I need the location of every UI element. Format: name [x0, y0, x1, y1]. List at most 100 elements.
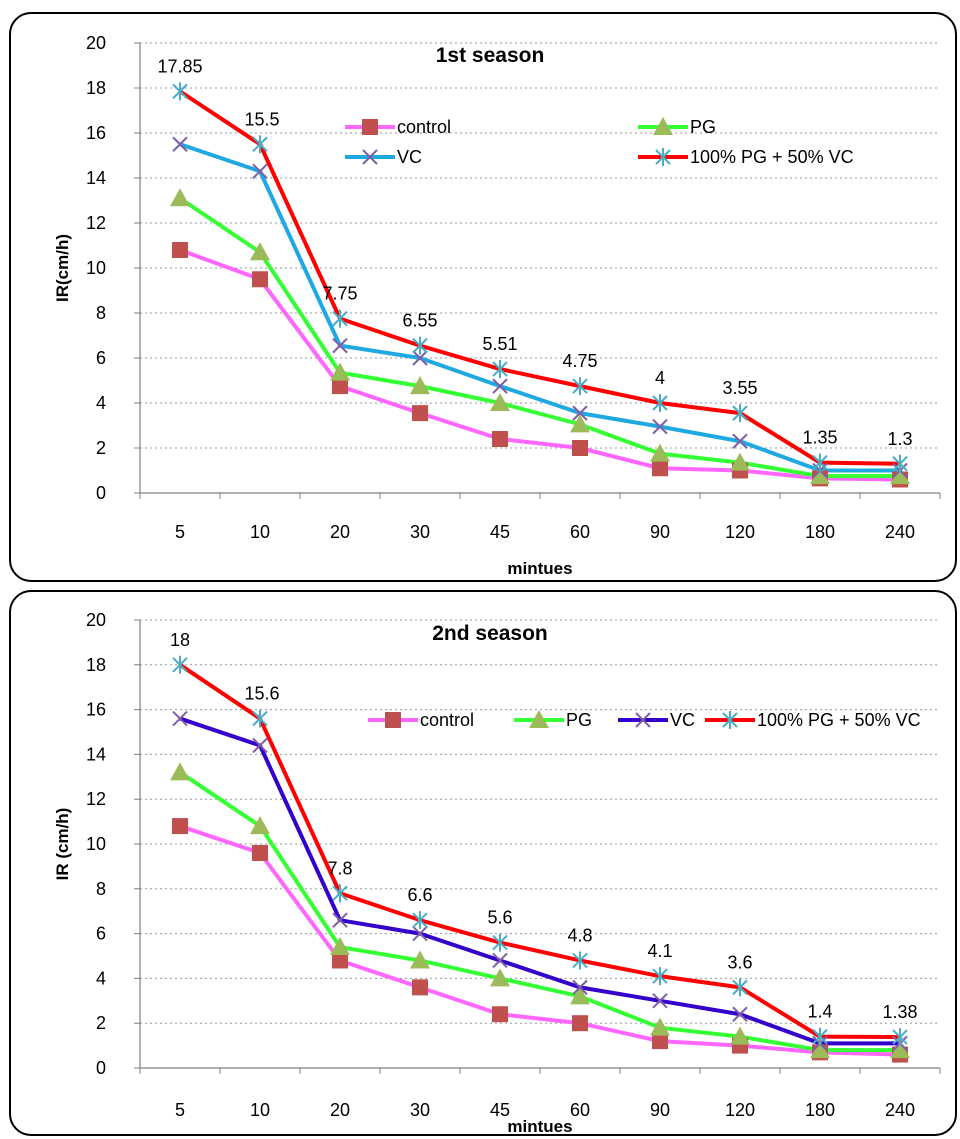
x-tick-label: 30 [410, 522, 430, 542]
series-line-control [179, 248, 901, 482]
data-point-mix [332, 884, 348, 903]
data-label: 5.6 [487, 908, 512, 928]
x-axis-title: mintues [507, 1117, 572, 1136]
data-label: 18 [170, 630, 190, 650]
y-tick-label: 14 [86, 744, 106, 764]
x-tick-label: 20 [330, 1100, 350, 1120]
data-point-vc [652, 993, 668, 1009]
series-line-mix [178, 89, 901, 466]
data-label: 3.6 [727, 952, 752, 972]
data-point-pg [170, 762, 190, 781]
legend-label-mix: 100% PG + 50% VC [690, 147, 854, 167]
y-tick-label: 4 [96, 968, 106, 988]
x-tick-label: 120 [725, 522, 755, 542]
series-line-pg [178, 770, 900, 1053]
legend-label-control: control [397, 117, 451, 137]
data-point-vc [572, 979, 588, 996]
y-tick-label: 10 [86, 258, 106, 278]
data-label: 17.85 [157, 56, 202, 76]
x-tick-label: 90 [650, 522, 670, 542]
x-tick-label: 240 [885, 1100, 915, 1120]
data-point-mix [812, 1027, 828, 1046]
data-point-mix [652, 394, 668, 412]
data-point-control [652, 460, 668, 477]
data-point-pg [730, 1026, 750, 1045]
y-tick-label: 2 [96, 1013, 106, 1033]
data-point-pg [570, 414, 590, 433]
x-tick-label: 120 [725, 1100, 755, 1120]
data-point-mix [572, 951, 588, 970]
chart-1: 0 2 4 6 8 10 12 14 16 18 20 5 10 20 30 45 60 90 120 180 240 1… [53, 33, 941, 578]
data-point-mix [892, 1028, 908, 1047]
data-point-pg [810, 1040, 830, 1059]
data-point-vc [732, 1006, 748, 1022]
x-tick-label: 240 [885, 522, 915, 542]
data-label: 1.3 [887, 429, 912, 449]
data-point-control [412, 405, 428, 422]
x-tick-label: 60 [570, 522, 590, 542]
data-label: 4 [655, 368, 665, 388]
data-point-pg [410, 950, 430, 969]
data-point-mix [892, 454, 908, 473]
data-point-pg [330, 937, 350, 956]
series-line-vc [179, 716, 900, 1046]
data-point-vc [252, 163, 268, 179]
data-point-vc [732, 433, 748, 449]
data-point-pg [810, 466, 830, 485]
legend-label-vc: VC [670, 710, 695, 730]
data-label: 15.6 [244, 684, 279, 704]
data-label: 5.51 [482, 334, 517, 354]
data-point-pg [490, 968, 510, 987]
y-tick-label: 8 [96, 303, 106, 323]
data-point-mix [812, 453, 828, 472]
y-tick-label: 20 [86, 33, 106, 53]
data-point-mix [252, 135, 268, 154]
data-label: 1.38 [882, 1002, 917, 1022]
legend-marker-vc [362, 149, 378, 165]
legend-label-vc: VC [397, 147, 422, 167]
data-point-mix [572, 377, 588, 396]
chart-2: 0 2 4 6 8 10 12 14 16 18 20 5 10 20 30 45 60 90 120 180 240 2… [53, 610, 941, 1136]
y-tick-label: 16 [86, 700, 106, 720]
data-point-pg [490, 393, 510, 411]
x-tick-label: 5 [175, 522, 185, 542]
data-label: 15.5 [244, 109, 279, 129]
data-point-control [492, 1006, 508, 1023]
chart-title: 1st season [436, 44, 545, 67]
data-point-mix [172, 82, 188, 101]
legend-label-pg: PG [690, 117, 716, 137]
data-point-pg [650, 1017, 670, 1036]
data-point-mix [412, 911, 428, 930]
data-point-pg [410, 376, 430, 395]
y-tick-label: 16 [86, 123, 106, 143]
data-point-control [572, 440, 588, 456]
series-line-mix [178, 663, 901, 1040]
legend-label-mix: 100% PG + 50% VC [757, 710, 921, 730]
data-point-control [492, 431, 508, 447]
data-point-vc [172, 710, 188, 727]
x-tick-label: 20 [330, 522, 350, 542]
data-point-vc [332, 912, 348, 928]
data-point-vc [572, 405, 588, 421]
data-label: 4.8 [567, 925, 592, 945]
y-tick-label: 18 [86, 655, 106, 675]
y-tick-label: 12 [86, 789, 106, 809]
data-point-mix [652, 967, 668, 986]
x-tick-label: 10 [250, 1100, 270, 1120]
data-point-pg [650, 443, 670, 462]
data-point-pg [730, 452, 750, 471]
chart-panel-1st-season [9, 12, 957, 582]
data-point-vc [492, 378, 508, 394]
legend-marker-mix [655, 148, 671, 166]
data-point-mix [172, 655, 188, 674]
y-tick-label: 14 [86, 168, 106, 188]
data-point-vc [652, 418, 668, 435]
y-tick-label: 4 [96, 393, 106, 413]
x-tick-label: 30 [410, 1100, 430, 1120]
legend-label-control: control [420, 710, 474, 730]
data-label: 4.1 [647, 941, 672, 961]
data-point-vc [172, 136, 188, 152]
data-point-mix [732, 404, 748, 423]
data-point-pg [170, 188, 190, 207]
data-label: 7.8 [327, 858, 352, 878]
